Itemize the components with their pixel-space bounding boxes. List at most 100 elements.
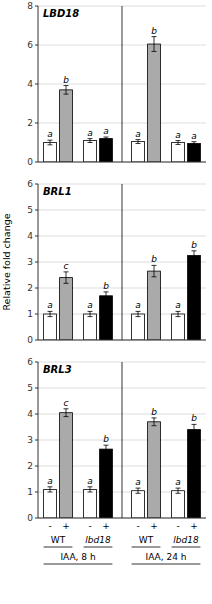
bar bbox=[172, 314, 185, 340]
bar bbox=[100, 296, 113, 340]
error-bar bbox=[176, 488, 181, 493]
x-axis bbox=[38, 340, 206, 341]
y-tick-label: 6 bbox=[27, 40, 33, 50]
error-bar bbox=[104, 445, 109, 453]
group-underline bbox=[132, 547, 161, 548]
annotation: a bbox=[175, 477, 181, 487]
bar bbox=[172, 143, 185, 163]
bar bbox=[60, 413, 73, 518]
bar bbox=[60, 278, 73, 340]
group-underline bbox=[44, 564, 113, 565]
group-underline bbox=[132, 564, 201, 565]
error-bar bbox=[48, 487, 53, 492]
bar bbox=[188, 143, 201, 162]
error-bar bbox=[64, 409, 69, 417]
y-tick-label: 1 bbox=[27, 487, 33, 497]
error-bar bbox=[192, 424, 197, 434]
panel-title: BRL3 bbox=[43, 364, 72, 375]
annotation: a bbox=[87, 476, 93, 486]
annotation: b bbox=[103, 434, 109, 444]
error-bar bbox=[152, 37, 157, 52]
annotation: a bbox=[135, 129, 141, 139]
y-tick-label: 2 bbox=[27, 118, 33, 128]
error-bar bbox=[136, 488, 141, 493]
annotation: a bbox=[47, 476, 53, 486]
error-bar bbox=[176, 311, 181, 316]
x-tick-label: - bbox=[136, 521, 139, 531]
annotation: a bbox=[47, 129, 53, 139]
error-bar bbox=[48, 140, 53, 145]
bar bbox=[84, 489, 97, 518]
annotation: a bbox=[175, 130, 181, 140]
figure: 02468abaaabaaLBD180123456acabababBRL1Rel… bbox=[0, 0, 212, 604]
group-labels: WT bbox=[139, 535, 154, 545]
error-bar bbox=[88, 311, 93, 316]
y-tick-label: 3 bbox=[27, 257, 33, 267]
supergroup-labels: IAA, 8 h bbox=[60, 552, 95, 562]
error-bar bbox=[48, 311, 53, 316]
bar bbox=[44, 143, 57, 163]
group-underline bbox=[44, 547, 73, 548]
group-labels: lbd18 bbox=[173, 535, 199, 545]
bar bbox=[84, 141, 97, 162]
supergroup-labels: IAA, 24 h bbox=[146, 552, 187, 562]
group-underline bbox=[84, 547, 113, 548]
group-labels: lbd18 bbox=[85, 535, 111, 545]
panel: 0123456acabababBRL3-+-+-+-+WTlbd18WTlbd1… bbox=[27, 357, 206, 564]
x-tick-label: + bbox=[190, 521, 198, 531]
y-tick-label: 2 bbox=[27, 283, 33, 293]
grid-line bbox=[38, 340, 206, 341]
annotation: b bbox=[103, 281, 109, 291]
divider bbox=[122, 6, 123, 162]
y-axis bbox=[38, 362, 39, 518]
annotation: b bbox=[191, 240, 197, 250]
y-tick-label: 6 bbox=[27, 179, 33, 189]
y-tick-label: 3 bbox=[27, 435, 33, 445]
y-tick-label: 0 bbox=[27, 513, 33, 523]
y-tick-label: 0 bbox=[27, 157, 33, 167]
y-tick-label: 5 bbox=[27, 383, 33, 393]
annotation: b bbox=[151, 407, 157, 417]
annotation: a bbox=[47, 300, 53, 310]
x-axis bbox=[38, 518, 206, 519]
annotation: a bbox=[175, 300, 181, 310]
error-bar bbox=[104, 137, 109, 140]
error-bar bbox=[88, 487, 93, 492]
y-tick-label: 4 bbox=[27, 231, 33, 241]
y-tick-label: 4 bbox=[27, 409, 33, 419]
x-tick-label: + bbox=[150, 521, 158, 531]
bar bbox=[44, 314, 57, 340]
error-bar bbox=[136, 140, 141, 144]
bar bbox=[172, 491, 185, 518]
error-bar bbox=[64, 86, 69, 95]
annotation: c bbox=[64, 261, 69, 271]
grid-line bbox=[38, 518, 206, 519]
x-tick-label: + bbox=[62, 521, 70, 531]
error-bar bbox=[176, 141, 181, 145]
bar bbox=[132, 314, 145, 340]
group-underline bbox=[172, 547, 201, 548]
bar bbox=[148, 422, 161, 518]
y-tick-label: 1 bbox=[27, 309, 33, 319]
bar bbox=[148, 271, 161, 340]
y-tick-label: 2 bbox=[27, 461, 33, 471]
annotation: a bbox=[135, 477, 141, 487]
annotation: b bbox=[151, 26, 157, 36]
group-labels: WT bbox=[51, 535, 66, 545]
error-bar bbox=[152, 265, 157, 276]
annotation: b bbox=[63, 75, 69, 85]
annotation: a bbox=[87, 300, 93, 310]
y-tick-label: 5 bbox=[27, 205, 33, 215]
annotation: a bbox=[135, 300, 141, 310]
panel-title: BRL1 bbox=[43, 186, 72, 197]
bar bbox=[100, 139, 113, 162]
annotation: b bbox=[191, 413, 197, 423]
y-tick-label: 0 bbox=[27, 335, 33, 345]
y-axis-label: Relative fold change bbox=[1, 213, 12, 310]
divider bbox=[122, 184, 123, 340]
error-bar bbox=[192, 142, 197, 146]
panel: 02468abaaabaaLBD18 bbox=[27, 1, 206, 167]
error-bar bbox=[88, 139, 93, 143]
divider bbox=[122, 362, 123, 518]
bar bbox=[132, 491, 145, 518]
